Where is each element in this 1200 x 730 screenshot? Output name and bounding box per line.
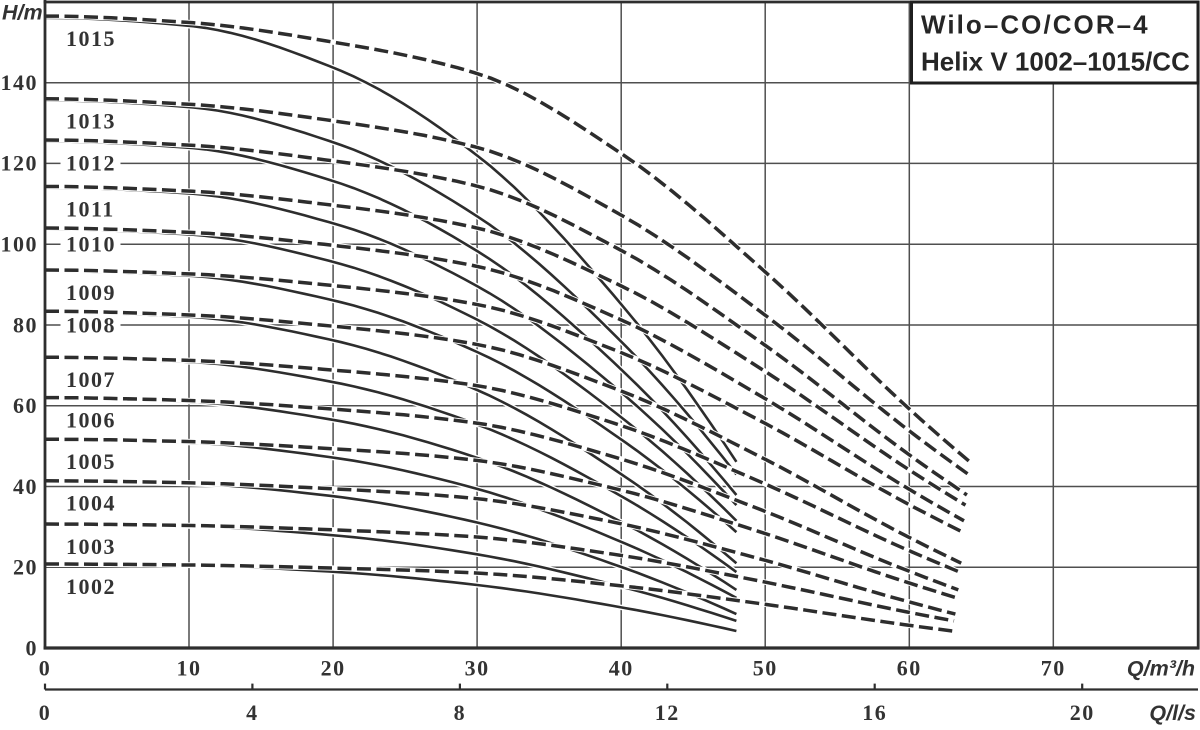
svg-text:1006: 1006 — [66, 407, 116, 432]
svg-text:20: 20 — [13, 555, 38, 580]
svg-text:1012: 1012 — [66, 151, 116, 176]
svg-text:60: 60 — [897, 656, 922, 681]
svg-text:30: 30 — [465, 656, 490, 681]
svg-text:10: 10 — [177, 656, 202, 681]
svg-text:80: 80 — [13, 312, 38, 337]
svg-text:12: 12 — [655, 700, 680, 725]
svg-text:50: 50 — [753, 656, 778, 681]
svg-text:0: 0 — [39, 656, 52, 681]
svg-text:Helix V 1002–1015/CC: Helix V 1002–1015/CC — [921, 47, 1190, 77]
svg-text:70: 70 — [1041, 656, 1066, 681]
svg-text:1002: 1002 — [66, 574, 116, 599]
svg-text:20: 20 — [321, 656, 346, 681]
svg-text:Q/m³/h: Q/m³/h — [1127, 657, 1195, 681]
svg-text:H/m: H/m — [2, 1, 43, 25]
svg-text:40: 40 — [13, 474, 38, 499]
svg-text:0: 0 — [26, 635, 39, 660]
svg-text:1007: 1007 — [66, 367, 116, 392]
svg-text:1015: 1015 — [66, 26, 116, 51]
svg-text:1005: 1005 — [66, 449, 116, 474]
svg-text:60: 60 — [13, 393, 38, 418]
svg-text:1003: 1003 — [66, 534, 116, 559]
svg-text:Wilo–CO/COR–4: Wilo–CO/COR–4 — [921, 10, 1150, 40]
svg-text:1004: 1004 — [66, 491, 116, 516]
svg-text:1009: 1009 — [66, 280, 116, 305]
svg-text:1013: 1013 — [66, 109, 116, 134]
svg-text:40: 40 — [609, 656, 634, 681]
svg-text:1011: 1011 — [66, 196, 115, 221]
svg-text:8: 8 — [454, 700, 467, 725]
svg-text:100: 100 — [1, 232, 39, 257]
svg-text:Q/l/s: Q/l/s — [1149, 701, 1196, 725]
svg-text:4: 4 — [246, 700, 259, 725]
svg-text:1008: 1008 — [66, 312, 116, 337]
svg-text:140: 140 — [1, 70, 39, 95]
svg-text:16: 16 — [862, 700, 887, 725]
svg-text:120: 120 — [1, 151, 39, 176]
svg-text:20: 20 — [1070, 700, 1095, 725]
svg-text:1010: 1010 — [66, 232, 116, 257]
svg-text:0: 0 — [39, 700, 52, 725]
